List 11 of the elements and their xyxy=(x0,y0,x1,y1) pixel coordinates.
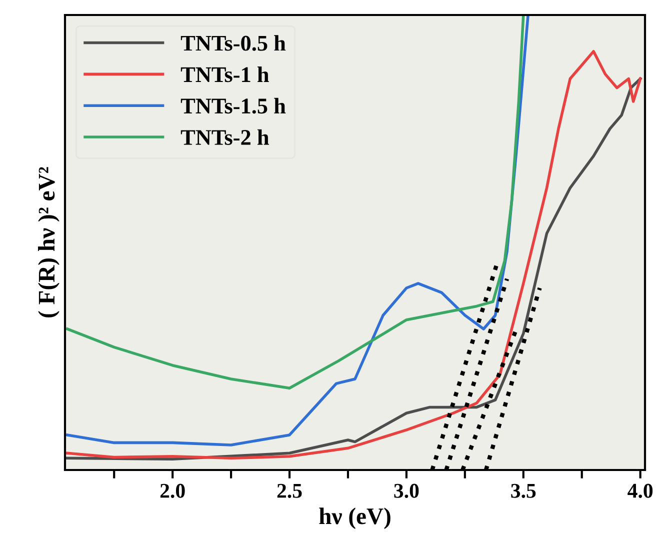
legend-label: TNTs-2 h xyxy=(180,129,269,145)
x-tick-label: 2.5 xyxy=(277,484,302,498)
legend-label: TNTs-0.5 h xyxy=(180,35,286,51)
legend-label: TNTs-1 h xyxy=(180,66,269,82)
x-tick-label: 2.0 xyxy=(160,484,185,498)
x-tick-label: 3.0 xyxy=(394,484,419,498)
x-axis-title: hν (eV) xyxy=(319,508,390,530)
x-tick-label: 4.0 xyxy=(628,484,653,498)
x-tick-label: 3.5 xyxy=(511,484,536,498)
legend-label: TNTs-1.5 h xyxy=(180,98,286,114)
y-axis-title: ( F(R) hν )² eV² xyxy=(38,167,60,318)
